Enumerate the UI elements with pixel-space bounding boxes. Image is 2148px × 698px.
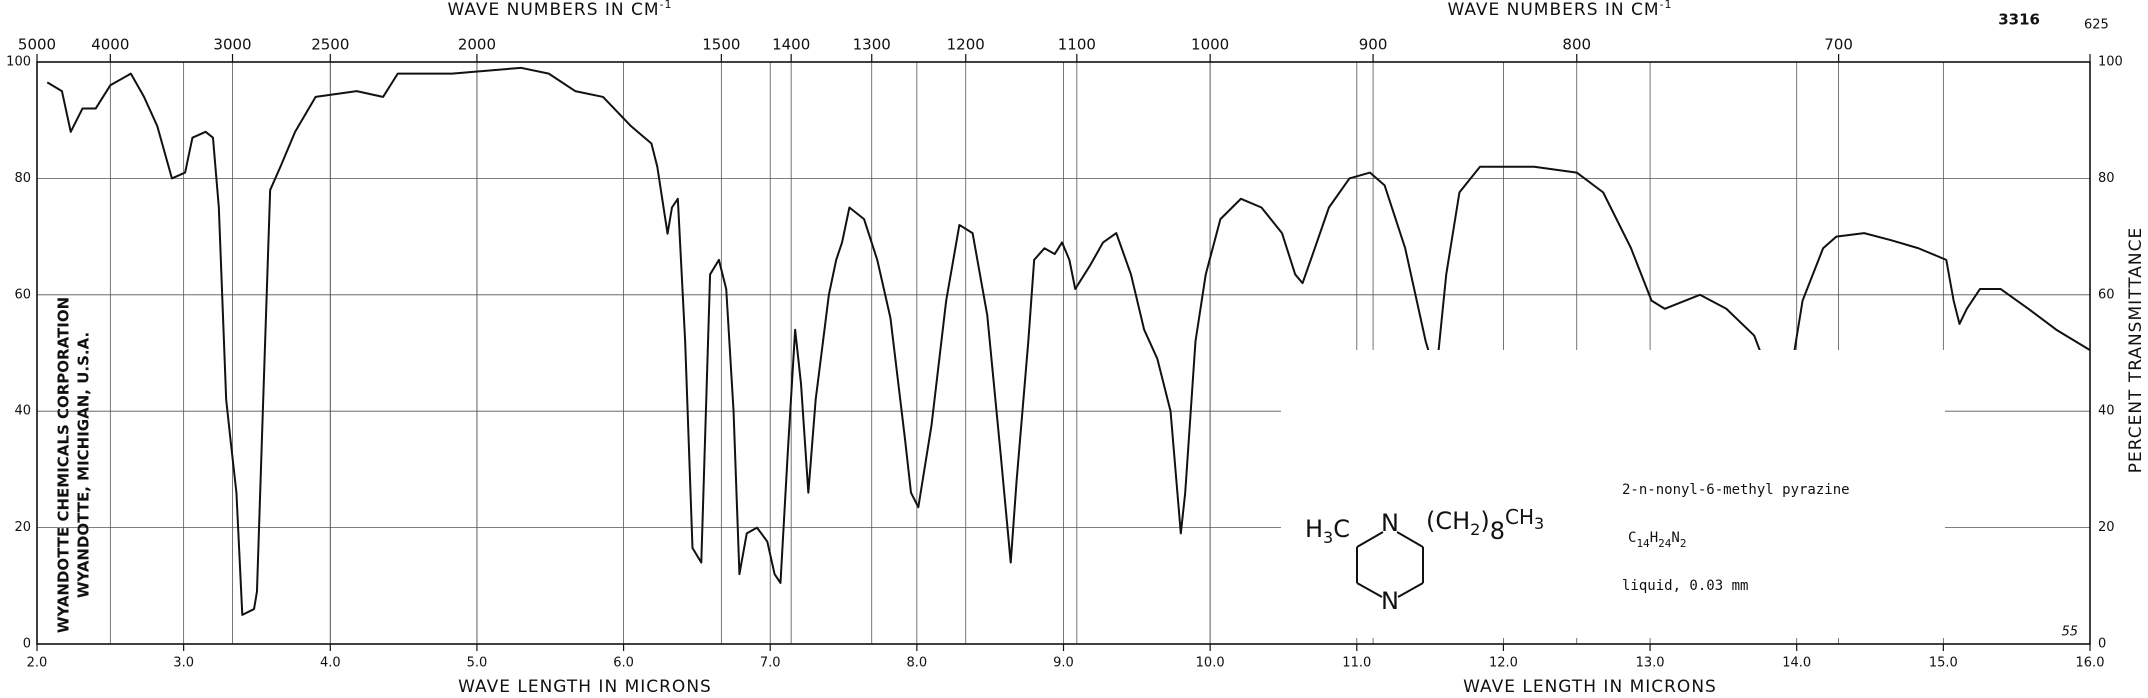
title-text: WAVE NUMBERS IN CM [1447, 0, 1659, 20]
chem-part: ) [1480, 507, 1489, 535]
y2-tick-label: 20 [2098, 520, 2115, 535]
catalog-number: 3316 [1998, 11, 2040, 29]
x-tick-label: 3.0 [173, 656, 194, 671]
x-tick-label: 16.0 [2076, 656, 2105, 671]
bond [1356, 582, 1383, 598]
title-superscript: -1 [660, 0, 673, 11]
y2-tick-label: 40 [2098, 404, 2115, 419]
y-tick-label: 100 [6, 55, 31, 70]
y2-tick-label: 0 [2098, 637, 2106, 652]
x2-tick-label: 1200 [947, 36, 985, 54]
x-tick-label: 2.0 [27, 656, 48, 671]
title-text: WAVE NUMBERS IN CM [447, 0, 659, 20]
compound-name: 2-n-nonyl-6-methyl pyrazine [1622, 482, 1850, 498]
y2-tick-label: 60 [2098, 287, 2115, 302]
x-tick-label: 15.0 [1929, 656, 1958, 671]
structure [1356, 531, 1424, 598]
spectrum-line [46, 66, 2091, 616]
x2-tick-label: 1000 [1191, 36, 1229, 54]
publisher: WYANDOTTE CHEMICALS CORPORATION [55, 297, 73, 633]
y-axis-title: PERCENT TRANSMITTANCE [2126, 227, 2146, 474]
formula-subscript: 24 [1658, 537, 1672, 550]
formula-part: H [1650, 530, 1658, 546]
formula-part: C [1628, 530, 1636, 546]
x2-tick-label: 2000 [458, 36, 496, 54]
x-axis-title: WAVE LENGTH IN MICRONS [1463, 677, 1717, 697]
chem-part: CH [1505, 505, 1534, 529]
y2-tick-label: 80 [2098, 171, 2115, 186]
x2-axis-title: WAVE NUMBERS IN CM-1 [1447, 0, 1672, 20]
x2-tick-label: 3000 [213, 36, 251, 54]
x2-tick-label: 5000 [18, 36, 56, 54]
chem-part: C [1333, 515, 1350, 543]
formula-subscript: 14 [1636, 537, 1650, 550]
x2-tick-label: 1500 [702, 36, 740, 54]
x-tick-label: 4.0 [320, 656, 341, 671]
formula-part: N [1671, 530, 1679, 546]
x-tick-label: 10.0 [1196, 656, 1225, 671]
ring-atom: N [1381, 587, 1399, 615]
x2-tick-label: 800 [1562, 36, 1591, 54]
note: 55 [2061, 625, 2078, 640]
x-tick-label: 12.0 [1489, 656, 1518, 671]
x-tick-label: 14.0 [1782, 656, 1811, 671]
x-tick-label: 6.0 [613, 656, 634, 671]
x-axis-title: WAVE LENGTH IN MICRONS [458, 677, 712, 697]
x-tick-label: 7.0 [760, 656, 781, 671]
y-tick-label: 0 [23, 637, 31, 652]
chem-subscript: 3 [1323, 528, 1333, 547]
chem-part: (CH [1426, 507, 1470, 535]
publisher-location: WYANDOTTE, MICHIGAN, U.S.A. [75, 332, 93, 598]
bond [1356, 531, 1384, 548]
substituent-right: (CH2)8CH3 [1426, 505, 1544, 546]
x2-tick-label: 2500 [311, 36, 349, 54]
y2-tick-label: 100 [2098, 55, 2123, 70]
x2-tick-label: 700 [1824, 36, 1853, 54]
x-tick-label: 9.0 [1053, 656, 1074, 671]
x2-tick-label: 900 [1359, 36, 1388, 54]
chem-part: H [1305, 515, 1323, 543]
x2-tick-label: 1300 [853, 36, 891, 54]
bond [1396, 531, 1424, 548]
compound-box [1281, 350, 1945, 638]
x-tick-label: 5.0 [467, 656, 488, 671]
x-tick-label: 8.0 [907, 656, 928, 671]
bond [1397, 582, 1424, 598]
x-tick-label: 11.0 [1342, 656, 1371, 671]
title-superscript: -1 [1660, 0, 1673, 11]
chem-subscript: 3 [1534, 514, 1544, 533]
y-tick-label: 60 [14, 287, 31, 302]
x2-tick-label: 4000 [91, 36, 129, 54]
y-tick-label: 20 [14, 520, 31, 535]
y-tick-label: 40 [14, 404, 31, 419]
ring-atom: N [1381, 509, 1399, 537]
x2-tick-label: 625 [2084, 18, 2109, 33]
formula: C14H24N2 [1628, 530, 1686, 550]
chem-subscript: 2 [1470, 520, 1480, 539]
substituent-left: H3C [1305, 515, 1350, 547]
x2-tick-label: 1400 [772, 36, 810, 54]
x-tick-label: 13.0 [1636, 656, 1665, 671]
chem-subscript: 8 [1490, 517, 1505, 545]
x2-tick-label: 1100 [1058, 36, 1096, 54]
formula-subscript: 2 [1680, 537, 1687, 550]
sample-note: liquid, 0.03 mm [1622, 578, 1748, 594]
y-tick-label: 80 [14, 171, 31, 186]
x2-axis-title: WAVE NUMBERS IN CM-1 [447, 0, 672, 20]
